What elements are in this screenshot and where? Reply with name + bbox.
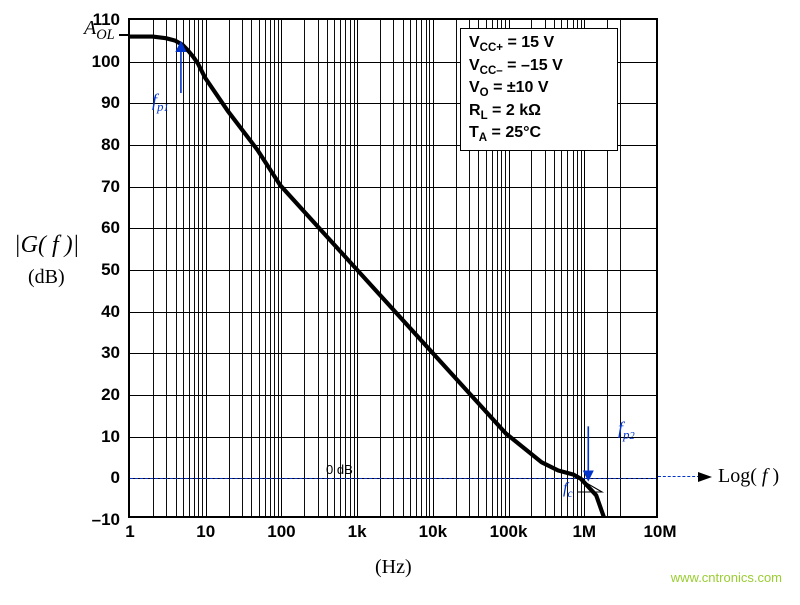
grid-vmajor bbox=[357, 20, 358, 516]
y-tick-label: 70 bbox=[101, 177, 120, 197]
grid-vminor bbox=[202, 20, 203, 516]
grid-vminor bbox=[416, 20, 417, 516]
y-tick-label: –10 bbox=[92, 510, 120, 530]
annotation-fp2: fp2 bbox=[618, 418, 635, 443]
grid-vmajor bbox=[206, 20, 207, 516]
y-tick-label: 80 bbox=[101, 135, 120, 155]
x-tick-label: 10M bbox=[643, 522, 676, 542]
cond-vccn: VCC– = –15 V bbox=[469, 56, 609, 79]
x-tick-label: 10k bbox=[419, 522, 447, 542]
plot-area: VCC+ = 15 V VCC– = –15 V VO = ±10 V RL =… bbox=[128, 18, 658, 518]
grid-vminor bbox=[426, 20, 427, 516]
grid-vminor bbox=[380, 20, 381, 516]
y-tick-label: 0 bbox=[111, 468, 120, 488]
grid-vminor bbox=[278, 20, 279, 516]
y-tick-label: 50 bbox=[101, 260, 120, 280]
zero-db-label: 0 dB bbox=[326, 462, 353, 477]
y-tick-label: 30 bbox=[101, 343, 120, 363]
y-tick-label: 90 bbox=[101, 93, 120, 113]
logf-arrowhead bbox=[698, 469, 716, 485]
annotation-fc: fc bbox=[563, 480, 573, 500]
grid-vminor bbox=[229, 20, 230, 516]
x-tick-label: 1k bbox=[348, 522, 367, 542]
zero-db-line bbox=[130, 478, 656, 479]
grid-vminor bbox=[274, 20, 275, 516]
grid-vminor bbox=[259, 20, 260, 516]
grid-vmajor bbox=[281, 20, 282, 516]
bode-plot-canvas: AOL |G( f )| (dB) VCC+ = 15 V VCC– = –15… bbox=[0, 0, 800, 605]
y-axis-label: |G( f )| bbox=[14, 232, 79, 259]
cond-rl: RL = 2 kΩ bbox=[469, 101, 609, 124]
cond-ta: TA = 25°C bbox=[469, 123, 609, 146]
grid-vminor bbox=[421, 20, 422, 516]
grid-vminor bbox=[327, 20, 328, 516]
grid-vminor bbox=[189, 20, 190, 516]
cond-vccp: VCC+ = 15 V bbox=[469, 33, 609, 56]
y-tick-label: 60 bbox=[101, 218, 120, 238]
watermark: www.cntronics.com bbox=[671, 570, 782, 585]
grid-vmajor bbox=[433, 20, 434, 516]
grid-vminor bbox=[403, 20, 404, 516]
x-tick-label: 10 bbox=[196, 522, 215, 542]
grid-vminor bbox=[198, 20, 199, 516]
grid-vminor bbox=[176, 20, 177, 516]
grid-vminor bbox=[183, 20, 184, 516]
x-tick-label: 100 bbox=[267, 522, 295, 542]
zero-line-right-extension bbox=[658, 476, 700, 477]
grid-vminor bbox=[429, 20, 430, 516]
conditions-box: VCC+ = 15 V VCC– = –15 V VO = ±10 V RL =… bbox=[460, 28, 618, 151]
y-tick-label: 10 bbox=[101, 427, 120, 447]
grid-vminor bbox=[345, 20, 346, 516]
cond-vo: VO = ±10 V bbox=[469, 78, 609, 101]
grid-vminor bbox=[270, 20, 271, 516]
grid-vminor bbox=[456, 20, 457, 516]
x-tick-label: 100k bbox=[490, 522, 528, 542]
aol-tick bbox=[119, 34, 128, 36]
grid-vminor bbox=[393, 20, 394, 516]
x-axis-logf-label: Log( f ) bbox=[718, 465, 779, 488]
grid-vminor bbox=[265, 20, 266, 516]
grid-vminor bbox=[194, 20, 195, 516]
x-tick-label: 1M bbox=[572, 522, 596, 542]
grid-vminor bbox=[304, 20, 305, 516]
grid-vminor bbox=[334, 20, 335, 516]
grid-vminor bbox=[350, 20, 351, 516]
y-axis-unit: (dB) bbox=[28, 266, 65, 289]
grid-vminor bbox=[318, 20, 319, 516]
grid-vminor bbox=[354, 20, 355, 516]
y-tick-label: 20 bbox=[101, 385, 120, 405]
x-tick-label: 1 bbox=[125, 522, 134, 542]
annotation-fp1: fp1 bbox=[152, 90, 169, 115]
y-tick-label: 40 bbox=[101, 302, 120, 322]
grid-vminor bbox=[242, 20, 243, 516]
grid-vminor bbox=[251, 20, 252, 516]
x-axis-unit: (Hz) bbox=[375, 556, 412, 579]
y-tick-label: 100 bbox=[92, 52, 120, 72]
grid-vminor bbox=[340, 20, 341, 516]
y-tick-label: 110 bbox=[93, 10, 120, 30]
grid-vminor bbox=[410, 20, 411, 516]
